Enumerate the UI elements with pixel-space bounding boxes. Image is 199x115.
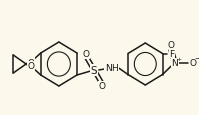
Text: O: O (28, 62, 35, 71)
Text: O: O (83, 50, 90, 59)
Text: O: O (168, 41, 175, 50)
Text: N: N (172, 59, 178, 67)
Text: F: F (170, 50, 175, 59)
Text: O: O (28, 58, 35, 67)
Text: S: S (91, 65, 97, 75)
Text: O: O (98, 82, 105, 91)
Text: N: N (105, 64, 112, 73)
Text: +: + (176, 56, 181, 61)
Text: O: O (189, 59, 196, 67)
Text: −: − (195, 56, 199, 62)
Text: H: H (112, 64, 118, 73)
